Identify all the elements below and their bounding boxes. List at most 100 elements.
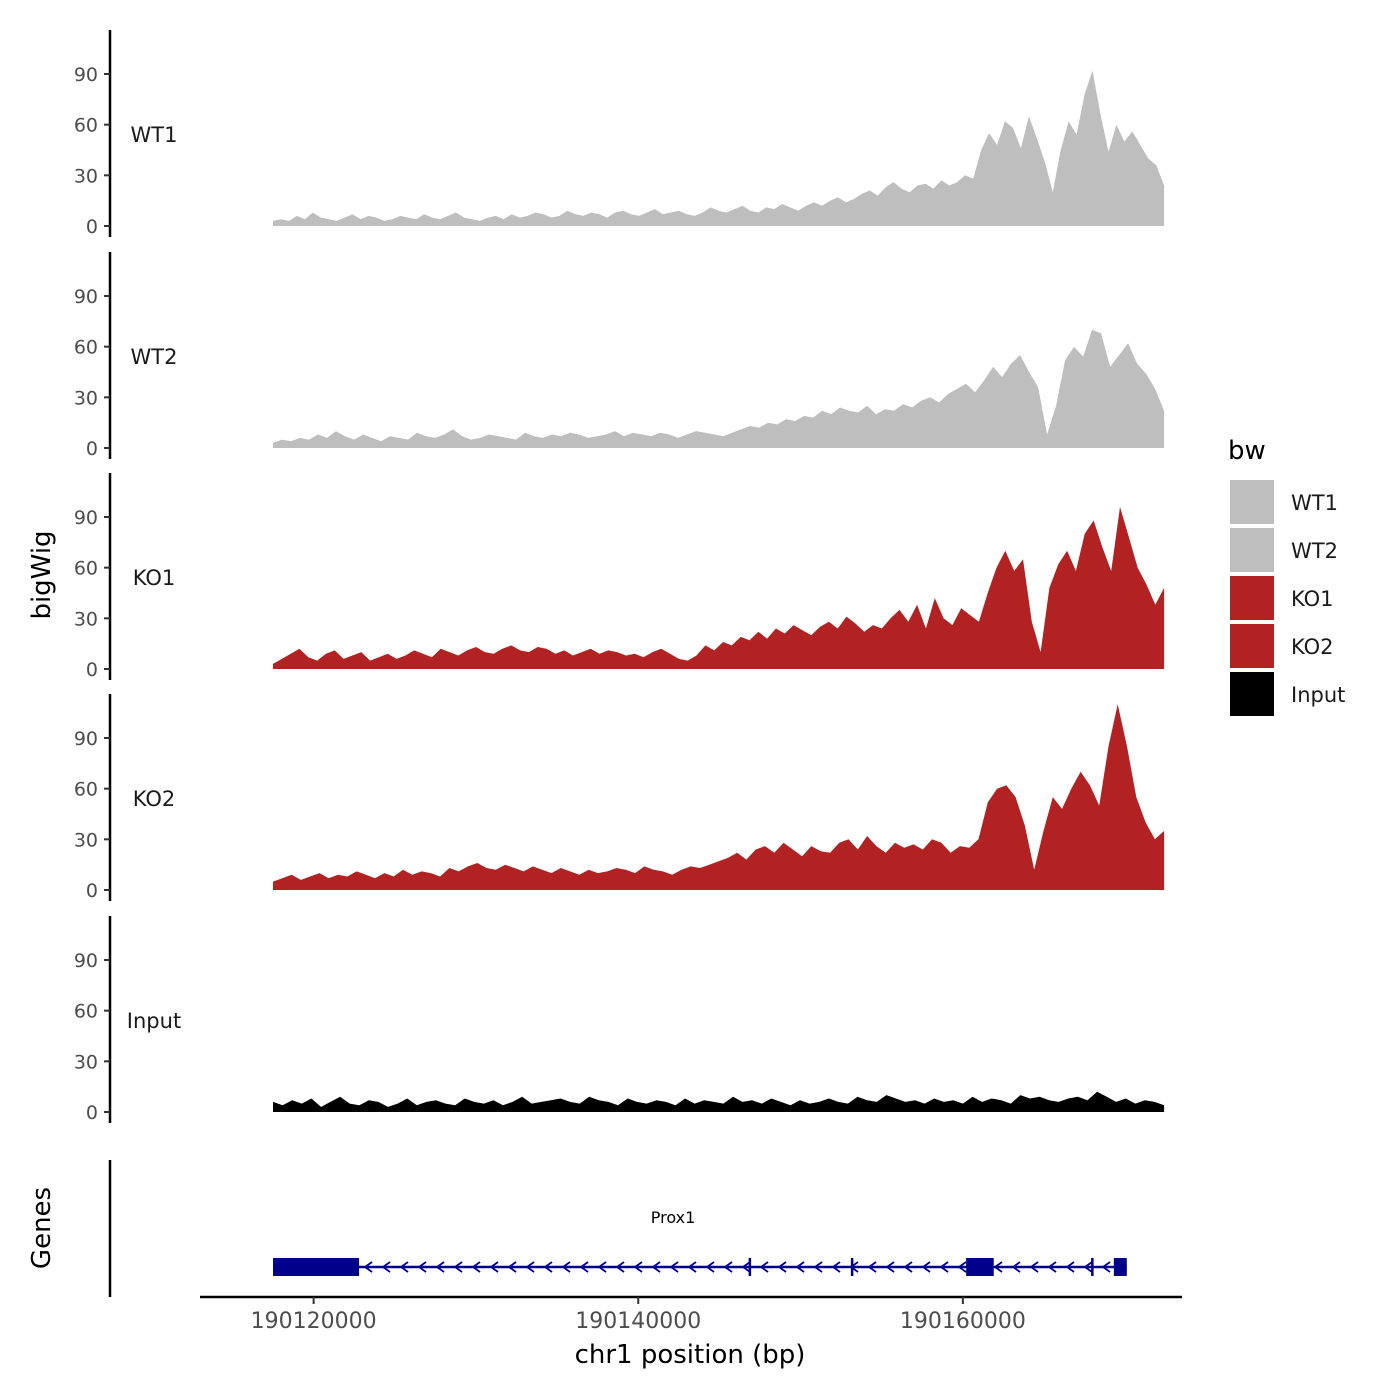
y-tick-label: 60 (74, 337, 98, 359)
y-tick-label: 30 (74, 608, 98, 630)
strand-arrow (507, 1261, 517, 1273)
signal-area-ko1 (273, 506, 1165, 669)
strand-arrow (525, 1261, 535, 1273)
strand-arrow (939, 1261, 949, 1273)
strand-arrow (363, 1261, 373, 1273)
strand-arrow (885, 1261, 895, 1273)
strand-arrow (651, 1261, 661, 1273)
x-tick-label: 190140000 (575, 1309, 701, 1334)
strand-arrow (1011, 1261, 1021, 1273)
strand-arrow (813, 1261, 823, 1273)
strand-arrow (399, 1261, 409, 1273)
strand-arrow (1065, 1261, 1075, 1273)
y-tick-label: 30 (74, 165, 98, 187)
strand-arrow (597, 1261, 607, 1273)
y-tick-label: 0 (86, 1102, 98, 1124)
x-tick-label: 190120000 (251, 1309, 377, 1334)
y-tick-label: 0 (86, 659, 98, 681)
y-tick-label: 90 (74, 728, 98, 750)
y-tick-label: 0 (86, 438, 98, 460)
strand-arrow (633, 1261, 643, 1273)
legend: bw WT1 WT2 KO1 KO2 Input (1228, 436, 1345, 716)
legend-key-input (1230, 672, 1274, 716)
gene-exon (850, 1258, 854, 1276)
track-label-ko2: KO2 (133, 787, 176, 811)
strand-arrow (741, 1261, 751, 1273)
strand-arrow (417, 1261, 427, 1273)
track-panel-wt2: 0 30 60 90 WT2 (74, 252, 1165, 460)
x-axis-title: chr1 position (bp) (575, 1340, 806, 1370)
y-tick-label: 90 (74, 507, 98, 529)
y-tick-label: 30 (74, 1051, 98, 1073)
strand-arrow (453, 1261, 463, 1273)
legend-key-wt2 (1230, 528, 1274, 572)
strand-arrow (705, 1261, 715, 1273)
signal-area-wt2 (273, 329, 1165, 448)
strand-arrow (489, 1261, 499, 1273)
y-tick-label: 60 (74, 779, 98, 801)
track-panel-ko2: 0 30 60 90 KO2 (74, 694, 1165, 902)
track-panel-ko1: 0 30 60 90 KO1 (74, 473, 1165, 681)
y-tick-label: 90 (74, 64, 98, 86)
strand-arrow (435, 1261, 445, 1273)
y-tick-label: 90 (74, 286, 98, 308)
genes-axis-title: Genes (27, 1187, 57, 1269)
track-panel-input: 0 30 60 90 Input (74, 916, 1165, 1124)
strand-arrow (867, 1261, 877, 1273)
strand-arrow (1029, 1261, 1039, 1273)
gene-exon (1113, 1258, 1127, 1276)
strand-arrow (543, 1261, 553, 1273)
strand-arrow (903, 1261, 913, 1273)
strand-arrow (561, 1261, 571, 1273)
strand-arrow (1101, 1261, 1111, 1273)
gene-exon (1091, 1258, 1094, 1276)
strand-arrow (615, 1261, 625, 1273)
legend-label-input: Input (1291, 683, 1345, 707)
legend-label-wt2: WT2 (1291, 539, 1338, 563)
strand-arrow (723, 1261, 733, 1273)
signal-area-input (273, 1091, 1165, 1112)
y-tick-label: 60 (74, 558, 98, 580)
y-tick-label: 30 (74, 387, 98, 409)
strand-arrow (1047, 1261, 1057, 1273)
y-tick-label: 90 (74, 950, 98, 972)
y-tick-label: 30 (74, 829, 98, 851)
strand-arrow (921, 1261, 931, 1273)
y-axis-title: bigWig (27, 530, 57, 619)
legend-label-wt1: WT1 (1291, 491, 1338, 515)
gene-exon (966, 1258, 994, 1276)
strand-arrow (381, 1261, 391, 1273)
x-tick-label: 190160000 (900, 1309, 1026, 1334)
gene-exon (273, 1258, 360, 1276)
strand-arrow (957, 1261, 967, 1273)
y-tick-label: 0 (86, 880, 98, 902)
track-label-ko1: KO1 (133, 566, 176, 590)
gene-panel: Prox1 (108, 1160, 1127, 1297)
signal-area-ko2 (273, 704, 1165, 890)
track-label-wt1: WT1 (131, 123, 178, 147)
legend-title: bw (1228, 436, 1266, 466)
legend-label-ko2: KO2 (1291, 635, 1334, 659)
track-label-input: Input (127, 1009, 181, 1033)
gene-name-label: Prox1 (651, 1208, 696, 1227)
legend-key-wt1 (1230, 480, 1274, 524)
strand-arrow (777, 1261, 787, 1273)
strand-arrow (759, 1261, 769, 1273)
y-tick-label: 60 (74, 115, 98, 137)
track-label-wt2: WT2 (131, 345, 178, 369)
strand-arrow (795, 1261, 805, 1273)
track-panels: 0 30 60 90 WT1 0 30 60 90 WT2 0 30 60 90 KO1 0 30 60 90 KO2… (74, 30, 1165, 1124)
strand-arrow (471, 1261, 481, 1273)
strand-arrow (579, 1261, 589, 1273)
x-axis: 190120000 190140000 190160000 (200, 1295, 1182, 1334)
legend-key-ko2 (1230, 624, 1274, 668)
strand-arrow (1083, 1261, 1093, 1273)
track-panel-wt1: 0 30 60 90 WT1 (74, 30, 1165, 238)
y-tick-label: 0 (86, 216, 98, 238)
legend-label-ko1: KO1 (1291, 587, 1334, 611)
strand-arrow (993, 1261, 1003, 1273)
legend-key-ko1 (1230, 576, 1274, 620)
y-tick-label: 60 (74, 1001, 98, 1023)
strand-arrow (669, 1261, 679, 1273)
